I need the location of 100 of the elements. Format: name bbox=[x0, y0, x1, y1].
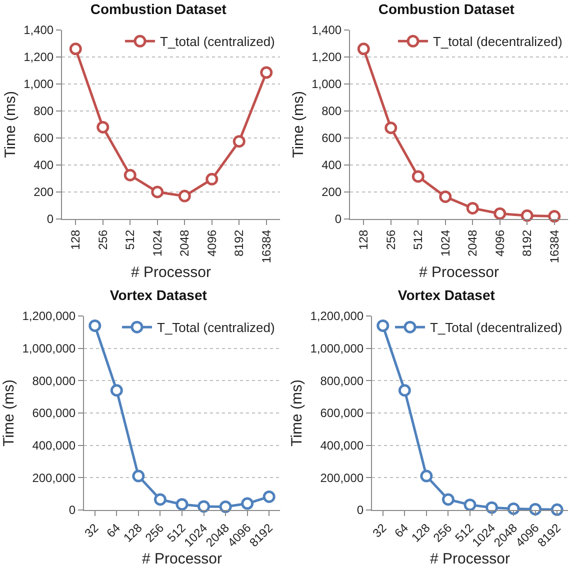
y-tick-label: 1,400 bbox=[312, 23, 342, 38]
legend-label: T_Total (centralized) bbox=[157, 320, 275, 336]
y-tick-label: 1,400 bbox=[24, 23, 54, 38]
point bbox=[96, 120, 110, 134]
x-axis-title: # Processor bbox=[418, 264, 500, 282]
y-tick-label: 800,000 bbox=[320, 374, 364, 388]
point bbox=[260, 66, 273, 79]
point bbox=[198, 500, 210, 513]
point bbox=[154, 493, 166, 506]
x-axis-title: # Processor bbox=[130, 264, 212, 282]
point bbox=[206, 172, 218, 186]
x-tick-label: 8192 bbox=[232, 229, 246, 257]
point bbox=[398, 384, 411, 397]
point bbox=[376, 319, 390, 332]
x-tick-label: 512 bbox=[123, 229, 138, 250]
y-tick-label: 200 bbox=[322, 185, 342, 200]
x-tick-label: 512 bbox=[411, 229, 426, 250]
point bbox=[232, 135, 246, 148]
x-tick-label: 128 bbox=[120, 520, 146, 545]
x-tick-label: 128 bbox=[68, 229, 83, 250]
x-tick-label: 128 bbox=[408, 520, 434, 545]
y-tick-label: 1,000 bbox=[312, 77, 342, 92]
y-tick-label: 1,000,000 bbox=[22, 342, 76, 356]
point bbox=[110, 384, 123, 397]
x-tick-label: 1024 bbox=[150, 229, 164, 257]
point bbox=[384, 122, 398, 134]
point bbox=[132, 470, 145, 482]
y-tick-label: 0 bbox=[334, 212, 342, 226]
x-tick-label: 4096 bbox=[492, 229, 507, 257]
point bbox=[241, 497, 254, 510]
x-tick-label: 32 bbox=[370, 520, 390, 540]
point bbox=[178, 190, 191, 202]
y-tick-label: 1,200 bbox=[312, 50, 342, 64]
point bbox=[466, 202, 479, 214]
point bbox=[357, 42, 370, 56]
y-tick-label: 200,000 bbox=[32, 470, 76, 485]
x-tick-label: 2048 bbox=[178, 229, 192, 257]
point bbox=[464, 498, 476, 512]
x-tick-label: 256 bbox=[384, 229, 398, 250]
y-tick-label: 800 bbox=[34, 104, 54, 118]
y-tick-label: 600 bbox=[322, 131, 342, 146]
chart-title: Combustion Dataset bbox=[90, 1, 227, 18]
point bbox=[439, 190, 452, 203]
y-tick-label: 800,000 bbox=[32, 374, 76, 388]
y-tick-label: 200,000 bbox=[320, 470, 364, 485]
y-tick-label: 1,200,000 bbox=[22, 309, 76, 324]
y-tick-label: 400 bbox=[322, 158, 342, 172]
y-tick-label: 600,000 bbox=[320, 406, 364, 420]
point bbox=[529, 502, 542, 516]
y-tick-label: 1,200,000 bbox=[310, 309, 364, 324]
x-tick-label: 1024 bbox=[438, 229, 452, 257]
y-tick-label: 1,000 bbox=[24, 77, 54, 92]
point bbox=[88, 319, 102, 332]
y-tick-label: 600,000 bbox=[32, 406, 76, 420]
x-axis-title: # Processor bbox=[142, 550, 222, 568]
chart-title: Vortex Dataset bbox=[398, 287, 496, 304]
point bbox=[442, 493, 454, 506]
x-tick-label: 8192 bbox=[520, 229, 534, 257]
y-tick-label: 600 bbox=[34, 131, 54, 146]
point bbox=[412, 170, 424, 183]
y-tick-label: 1,200 bbox=[24, 50, 54, 64]
x-tick-label: 256 bbox=[96, 229, 110, 250]
y-axis-title: Time (ms) bbox=[0, 380, 18, 446]
x-tick-label: 16384 bbox=[547, 229, 562, 264]
x-tick-label: 64 bbox=[392, 520, 412, 540]
y-tick-label: 800 bbox=[322, 104, 342, 118]
point bbox=[486, 501, 498, 514]
point bbox=[124, 168, 136, 182]
y-tick-label: 1,000,000 bbox=[310, 342, 364, 356]
point bbox=[262, 490, 276, 503]
point bbox=[69, 42, 82, 56]
point bbox=[520, 209, 534, 222]
x-tick-label: 256 bbox=[142, 520, 167, 545]
point bbox=[548, 210, 561, 223]
point bbox=[176, 498, 188, 511]
y-tick-label: 200 bbox=[34, 185, 54, 200]
point bbox=[219, 500, 232, 514]
point bbox=[151, 186, 164, 198]
point bbox=[507, 502, 520, 515]
x-tick-label: 128 bbox=[356, 229, 371, 250]
y-axis-title: Time (ms) bbox=[2, 91, 19, 158]
y-tick-label: 0 bbox=[68, 503, 76, 518]
x-tick-label: 256 bbox=[430, 520, 455, 545]
chart-title: Vortex Dataset bbox=[110, 287, 208, 304]
x-tick-label: 32 bbox=[82, 520, 102, 540]
y-tick-label: 0 bbox=[356, 503, 364, 518]
x-axis-title: # Processor bbox=[430, 550, 510, 568]
y-axis-title: Time (ms) bbox=[288, 380, 306, 446]
x-tick-label: 4096 bbox=[204, 229, 219, 257]
y-tick-label: 0 bbox=[46, 212, 54, 226]
legend-label: T_Total (decentralized) bbox=[430, 320, 562, 336]
y-tick-label: 400 bbox=[34, 158, 54, 172]
x-tick-label: 2048 bbox=[466, 229, 480, 257]
chart-title: Combustion Dataset bbox=[378, 1, 515, 18]
legend-label: T_total (centralized) bbox=[160, 34, 275, 50]
legend-label: T_total (decentralized) bbox=[433, 34, 562, 50]
point bbox=[420, 470, 433, 482]
y-tick-label: 400,000 bbox=[32, 438, 76, 453]
x-tick-label: 16384 bbox=[259, 229, 274, 264]
point bbox=[494, 207, 506, 220]
